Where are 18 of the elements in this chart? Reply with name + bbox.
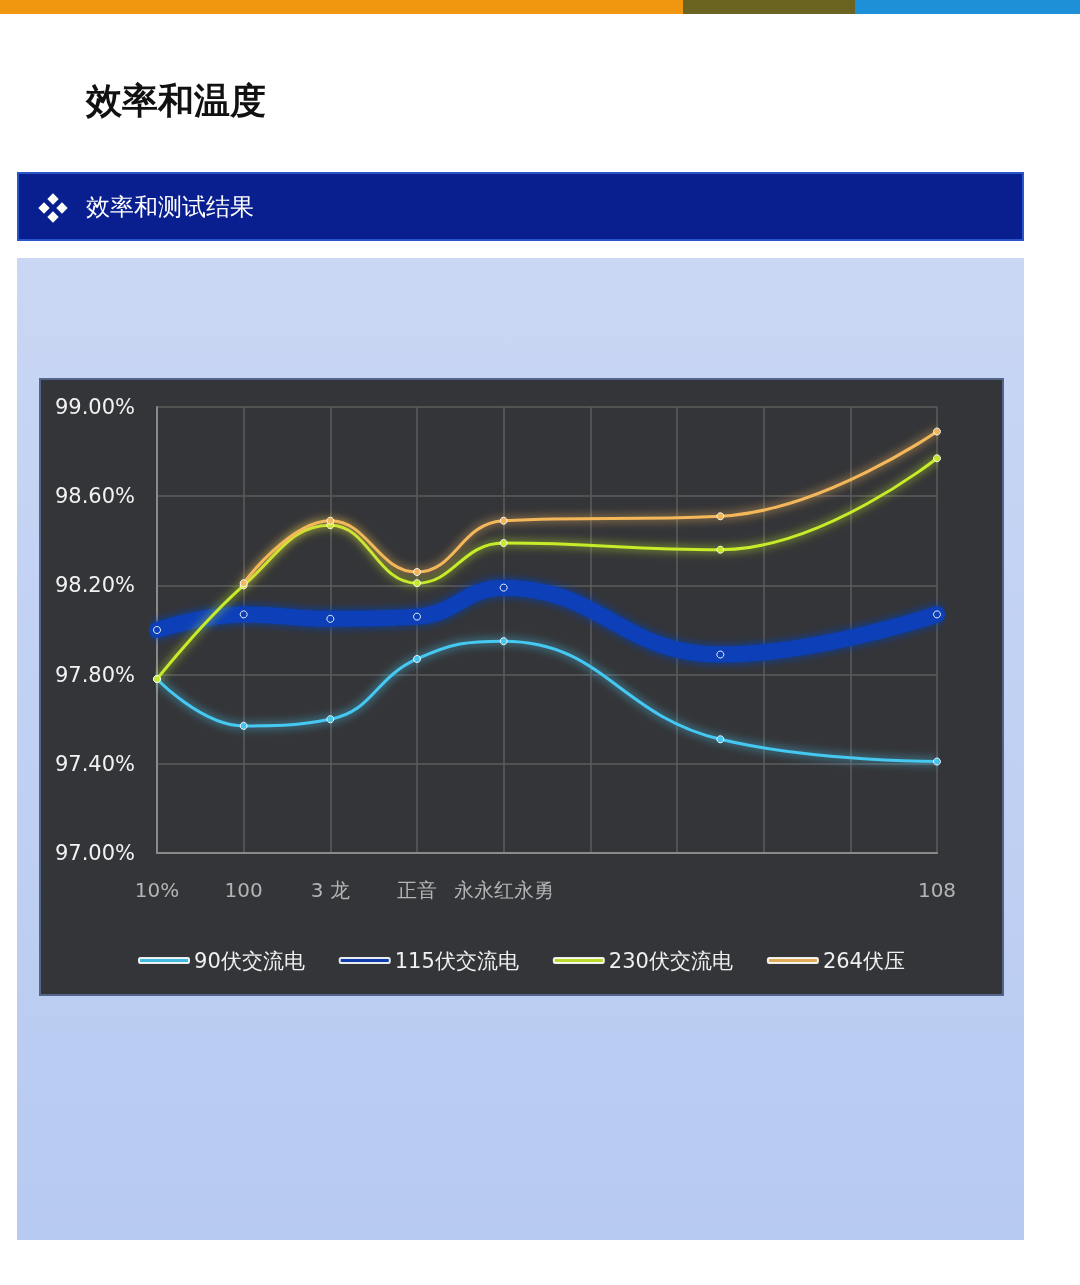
x-tick-label: 100: [224, 878, 263, 902]
y-tick-label: 98.60%: [54, 484, 135, 509]
x-tick-label: 正音: [397, 878, 437, 902]
legend-label: 90伏交流电: [194, 948, 305, 973]
legend-label: 264伏压: [822, 948, 905, 973]
y-tick-label: 99.00%: [54, 395, 135, 419]
x-tick-label: 永永红永勇: [453, 878, 554, 902]
chart-subtitle: 效率和测试结果: [86, 192, 254, 223]
y-tick-label: 97.40%: [54, 751, 135, 776]
chart-title: 效率和温度: [86, 79, 266, 123]
y-tick-label: 97.00%: [54, 841, 135, 865]
legend-label: 115伏交流电: [394, 948, 519, 973]
x-tick-label: 108: [917, 878, 957, 902]
y-tick-label: 97.80%: [54, 662, 135, 687]
x-tick-label: 3 龙: [310, 878, 350, 902]
legend-label: 230伏交流电: [608, 948, 733, 973]
x-tick-label: 10%: [134, 878, 180, 902]
y-tick-label: 98.20%: [54, 573, 135, 598]
